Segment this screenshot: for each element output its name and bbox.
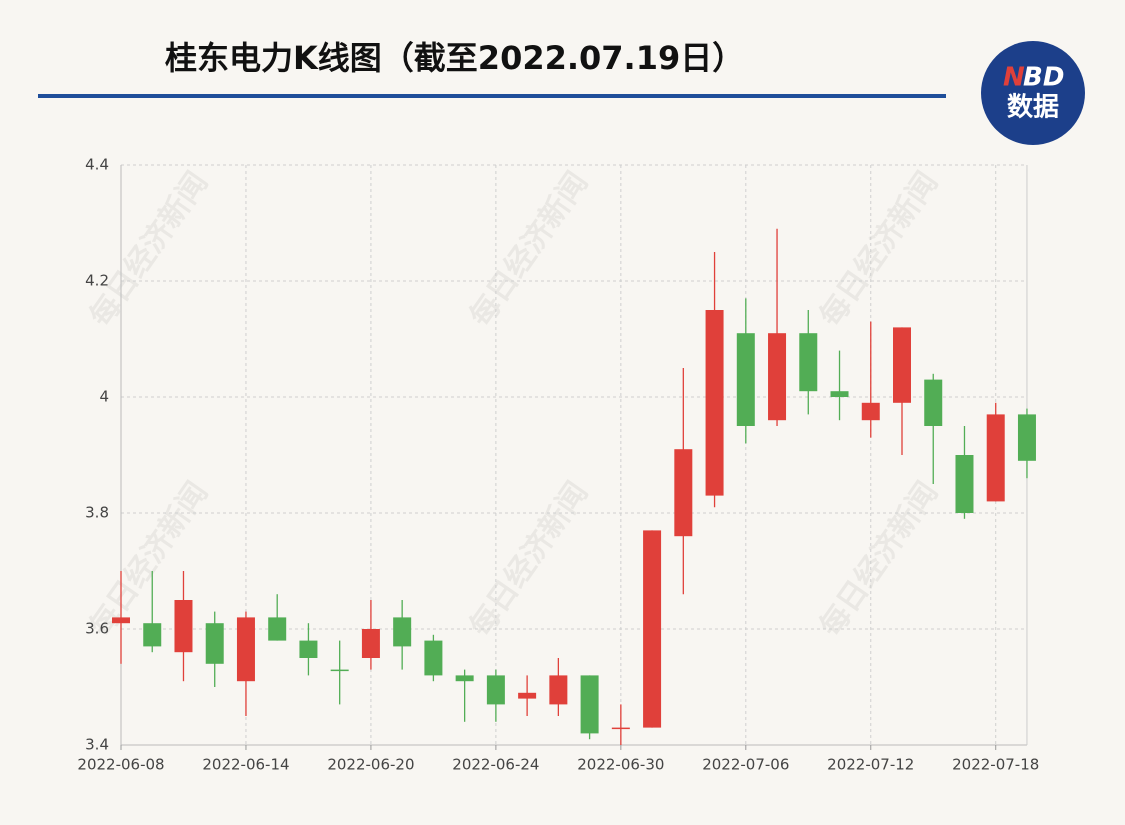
x-tick-label: 2022-06-24: [452, 756, 539, 774]
x-tick-label: 2022-06-14: [202, 756, 289, 774]
candle-body: [205, 623, 224, 664]
candle: [986, 402, 1005, 502]
logo-brand-rest: BD: [1023, 63, 1064, 93]
x-tick-label: 2022-06-08: [77, 756, 164, 774]
candle: [924, 373, 943, 484]
x-tick-label: 2022-07-06: [702, 756, 789, 774]
candle-body: [830, 391, 849, 397]
candle: [268, 594, 287, 641]
logo-brand-first: N: [1003, 63, 1025, 93]
candle-body: [955, 455, 974, 513]
candle-body: [549, 675, 568, 705]
candle-body: [299, 640, 318, 658]
logo: N BD 数据: [981, 41, 1085, 145]
candle-body: [580, 675, 599, 734]
candle: [674, 368, 693, 595]
candle-body: [861, 402, 880, 421]
chart-title: 桂东电力K线图（截至2022.07.19日）: [165, 39, 744, 77]
candle-body: [486, 675, 505, 705]
candle: [330, 640, 349, 705]
y-tick-label: 4.4: [85, 156, 109, 174]
y-tick-label: 3.8: [85, 504, 109, 522]
candle-body: [518, 692, 537, 699]
candle: [768, 228, 787, 426]
x-tick-label: 2022-07-18: [952, 756, 1039, 774]
x-tick-label: 2022-07-12: [827, 756, 914, 774]
candle: [611, 704, 630, 745]
candle-body: [736, 333, 755, 426]
candle-body: [643, 530, 662, 728]
candle: [361, 600, 380, 670]
title-underline: [38, 94, 946, 98]
candle: [736, 298, 755, 444]
candle: [549, 658, 568, 716]
candle: [205, 611, 224, 687]
candle-body: [143, 623, 162, 647]
candle-body: [174, 600, 193, 653]
candle: [799, 310, 818, 415]
candle: [143, 571, 162, 653]
y-tick-label: 4.2: [85, 272, 109, 290]
candle: [861, 321, 880, 438]
x-tick-label: 2022-06-30: [577, 756, 664, 774]
candle: [955, 426, 974, 519]
candle-body: [768, 333, 787, 421]
candle: [830, 350, 849, 421]
candle: [518, 675, 537, 716]
candle-body: [330, 669, 349, 672]
candle-body: [268, 617, 287, 641]
candle-body: [1017, 414, 1036, 461]
candle: [393, 600, 412, 670]
candle: [236, 611, 255, 716]
logo-label: 数据: [1007, 93, 1059, 123]
candle: [893, 327, 911, 455]
candle-body: [455, 675, 474, 682]
y-tick-label: 4: [99, 388, 109, 406]
candle: [174, 571, 193, 682]
candle-body: [611, 727, 630, 730]
candle: [299, 623, 318, 676]
logo-circle: [981, 41, 1085, 145]
candle: [486, 669, 505, 722]
x-tick-label: 2022-06-20: [327, 756, 414, 774]
candle: [112, 571, 130, 664]
candle: [705, 252, 724, 508]
candle: [455, 669, 474, 722]
candle-body: [424, 640, 443, 676]
y-tick-label: 3.6: [85, 620, 109, 638]
candle-body: [799, 333, 818, 392]
candle-body: [674, 449, 693, 537]
candle-body: [924, 379, 943, 426]
candle-body: [236, 617, 255, 682]
candle: [580, 675, 599, 740]
y-tick-label: 3.4: [85, 736, 109, 754]
candle: [643, 530, 662, 728]
candle-body: [986, 414, 1005, 502]
candle-body: [393, 617, 412, 647]
candle-body: [361, 629, 380, 658]
candle: [1017, 408, 1036, 479]
candle-body: [893, 327, 911, 403]
candle-body: [112, 617, 130, 624]
candle-body: [705, 310, 724, 496]
candle: [424, 634, 443, 682]
